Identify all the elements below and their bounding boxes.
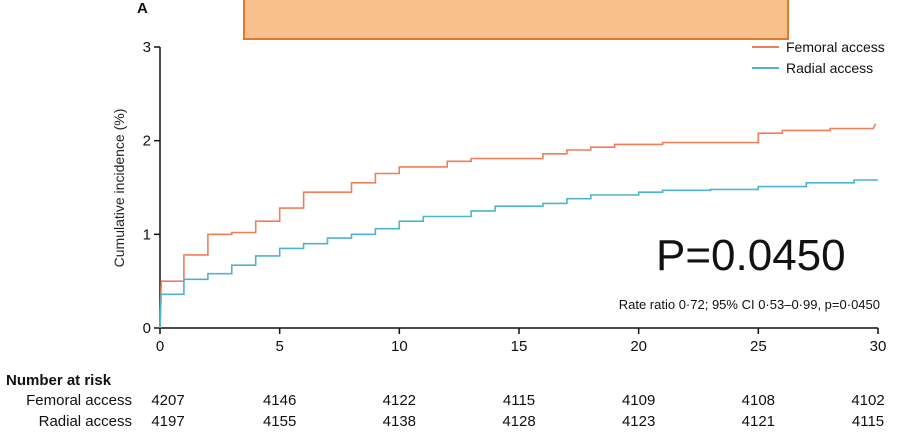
y-tick-label: 3 bbox=[143, 39, 151, 56]
x-tick-label: 10 bbox=[391, 338, 408, 355]
x-tick-label: 20 bbox=[630, 338, 647, 355]
curves bbox=[159, 123, 878, 329]
panel-label: A bbox=[137, 0, 148, 17]
x-tick-label: 15 bbox=[511, 338, 528, 355]
x-tick-label: 0 bbox=[156, 338, 164, 355]
y-tick-label: 2 bbox=[143, 133, 151, 150]
legend-label: Radial access bbox=[786, 60, 873, 76]
header-banner bbox=[243, 0, 789, 40]
y-tick-label: 0 bbox=[143, 320, 151, 337]
p-value-annotation: P=0.0450 bbox=[656, 231, 846, 280]
x-tick-label: 5 bbox=[275, 338, 283, 355]
legend-label: Femoral access bbox=[786, 39, 885, 55]
y-tick-label: 1 bbox=[143, 226, 151, 243]
x-tick-label: 30 bbox=[870, 338, 887, 355]
series-line-femoral-access bbox=[159, 123, 877, 329]
y-axis-label: Cumulative incidence (%) bbox=[111, 109, 127, 268]
series-line-radial-access bbox=[159, 179, 878, 329]
rate-ratio-annotation: Rate ratio 0·72; 95% CI 0·53–0·99, p=0·0… bbox=[618, 297, 880, 312]
legend: Femoral access Radial access bbox=[752, 39, 885, 76]
x-tick-label: 25 bbox=[750, 338, 767, 355]
